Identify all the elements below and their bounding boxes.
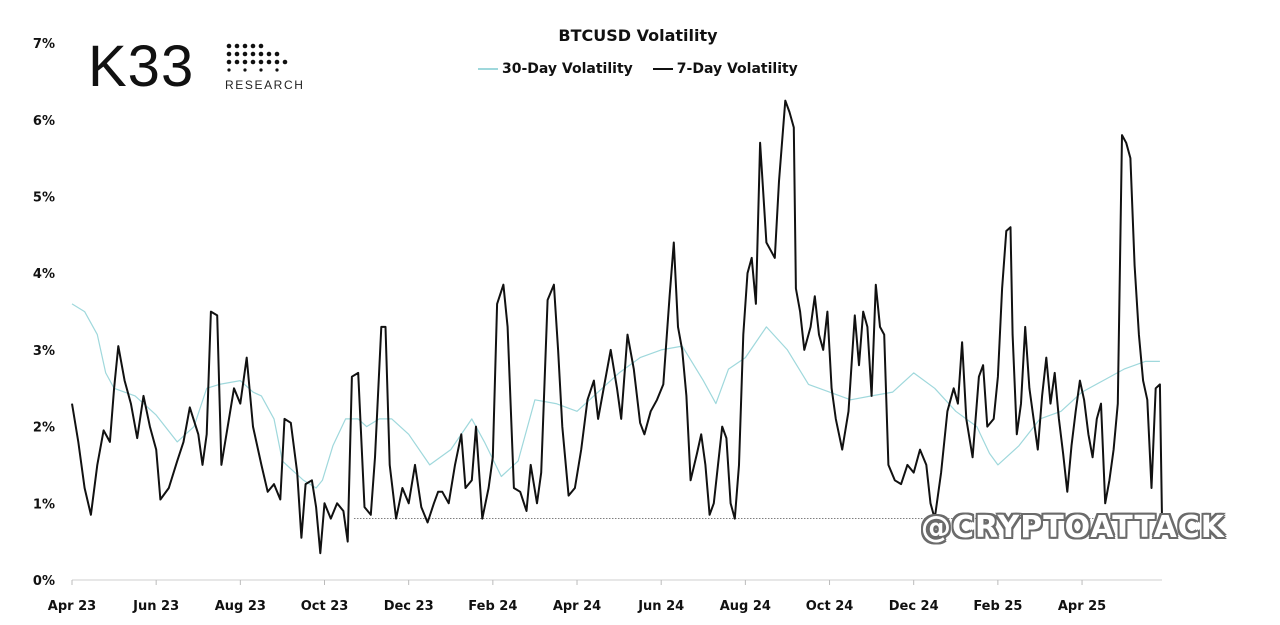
logo-wordmark: K33 [88, 34, 195, 99]
x-tick-label: Apr 24 [553, 599, 601, 614]
legend-label-30-day: 30-Day Volatility [502, 61, 633, 77]
x-tick-label: Oct 24 [806, 599, 854, 614]
series-line-30-day [71, 303, 1160, 489]
y-tick-label: 1% [33, 497, 55, 512]
y-tick-label: 0% [33, 574, 55, 589]
series-line-7-day [71, 99, 1163, 555]
legend-swatch-7-day [652, 68, 673, 70]
x-tick-label: Apr 25 [1058, 599, 1106, 614]
y-tick-label: 7% [33, 37, 55, 52]
x-tick-label: Feb 25 [973, 599, 1022, 614]
x-tick-label: Aug 23 [215, 599, 266, 614]
y-tick-label: 2% [33, 421, 55, 436]
watermark-text: @CRYPTOATTACK [921, 510, 1226, 545]
x-tick-label: Dec 24 [889, 599, 939, 614]
y-tick-label: 5% [33, 191, 55, 206]
x-tick-label: Dec 23 [384, 599, 434, 614]
legend-item-30-day: 30-Day Volatility [478, 61, 633, 77]
chart-legend: 30-Day Volatility 7-Day Volatility [478, 61, 798, 77]
y-tick-label: 3% [33, 344, 55, 359]
logo-dot-grid-icon [226, 43, 288, 72]
legend-item-7-day: 7-Day Volatility [652, 61, 798, 77]
y-tick-label: 4% [33, 267, 55, 282]
legend-swatch-30-day [478, 68, 498, 70]
x-tick-label: Feb 24 [468, 599, 517, 614]
chart-title: BTCUSD Volatility [558, 26, 718, 45]
x-tick-label: Apr 23 [48, 599, 96, 614]
logo-subtext: RESEARCH [225, 78, 305, 92]
k33-logo: K33 RESEARCH [88, 34, 303, 99]
x-tick-label: Aug 24 [720, 599, 771, 614]
x-tick-label: Jun 23 [132, 599, 179, 614]
x-tick-label: Jun 24 [637, 599, 684, 614]
x-tick-label: Oct 23 [301, 599, 349, 614]
legend-label-7-day: 7-Day Volatility [676, 61, 798, 77]
y-tick-label: 6% [33, 114, 55, 129]
